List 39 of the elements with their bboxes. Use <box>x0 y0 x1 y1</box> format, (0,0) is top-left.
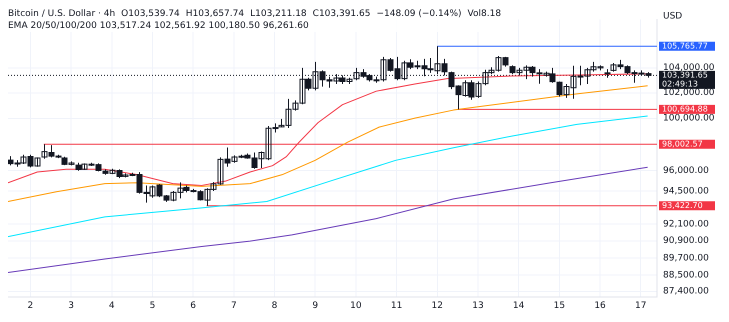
y-axis-title: USD <box>663 11 682 22</box>
data-label: 93,422.70 <box>662 200 703 210</box>
x-tick-label: 8 <box>272 300 278 311</box>
text: C103,391.65 <box>312 9 370 19</box>
data-label: 105,765.77 <box>662 41 708 50</box>
y-tick-label: 89,700.00 <box>663 253 710 264</box>
x-tick-label: 10 <box>350 300 362 311</box>
chart-title: Bitcoin / U.S. Dollar · 4h <box>8 9 116 19</box>
data-label: 100,694.88 <box>662 104 708 114</box>
x-tick-label: 3 <box>68 300 74 311</box>
x-tick-label: 16 <box>594 300 606 311</box>
x-tick-label: 14 <box>512 300 525 311</box>
x-tick-label: 13 <box>472 300 484 311</box>
text: O103,539.74 <box>121 9 180 19</box>
data-label: 98,002.57 <box>662 139 703 148</box>
x-tick-label: 2 <box>28 300 34 311</box>
x-tick-label: 9 <box>312 300 318 311</box>
y-tick-label: 102,000.00 <box>663 88 715 98</box>
text: H103,657.74 <box>186 9 244 19</box>
y-tick-label: 92,100.00 <box>663 219 710 230</box>
text: L103,211.18 <box>250 9 307 19</box>
y-tick-label: 100,000.00 <box>663 114 715 124</box>
x-tick-label: 5 <box>150 300 156 311</box>
y-tick-label: 88,500.00 <box>663 270 710 281</box>
text: Vol8.18 <box>468 9 502 19</box>
y-tick-label: 94,500.00 <box>663 186 710 196</box>
x-tick-label: 11 <box>390 300 402 311</box>
x-tick-label: 7 <box>230 300 237 311</box>
text: −148.09 (−0.14%) <box>376 9 462 19</box>
x-tick-label: 12 <box>432 300 443 311</box>
x-tick-label: 15 <box>554 300 566 311</box>
x-tick-label: 4 <box>108 300 115 311</box>
y-tick-label: 87,400.00 <box>663 286 710 297</box>
ref-line-label: 103,391.65 02:49:13 <box>662 70 708 89</box>
x-tick-label: 6 <box>190 300 196 311</box>
chart-subtitle: EMA 20/50/100/200 103,517.24 102,561.92 100,180.50 96,261.60 <box>8 21 309 31</box>
y-tick-label: 90,900.00 <box>663 236 710 246</box>
y-tick-label: 96,000.00 <box>663 166 710 176</box>
x-tick-label: 17 <box>635 300 646 311</box>
